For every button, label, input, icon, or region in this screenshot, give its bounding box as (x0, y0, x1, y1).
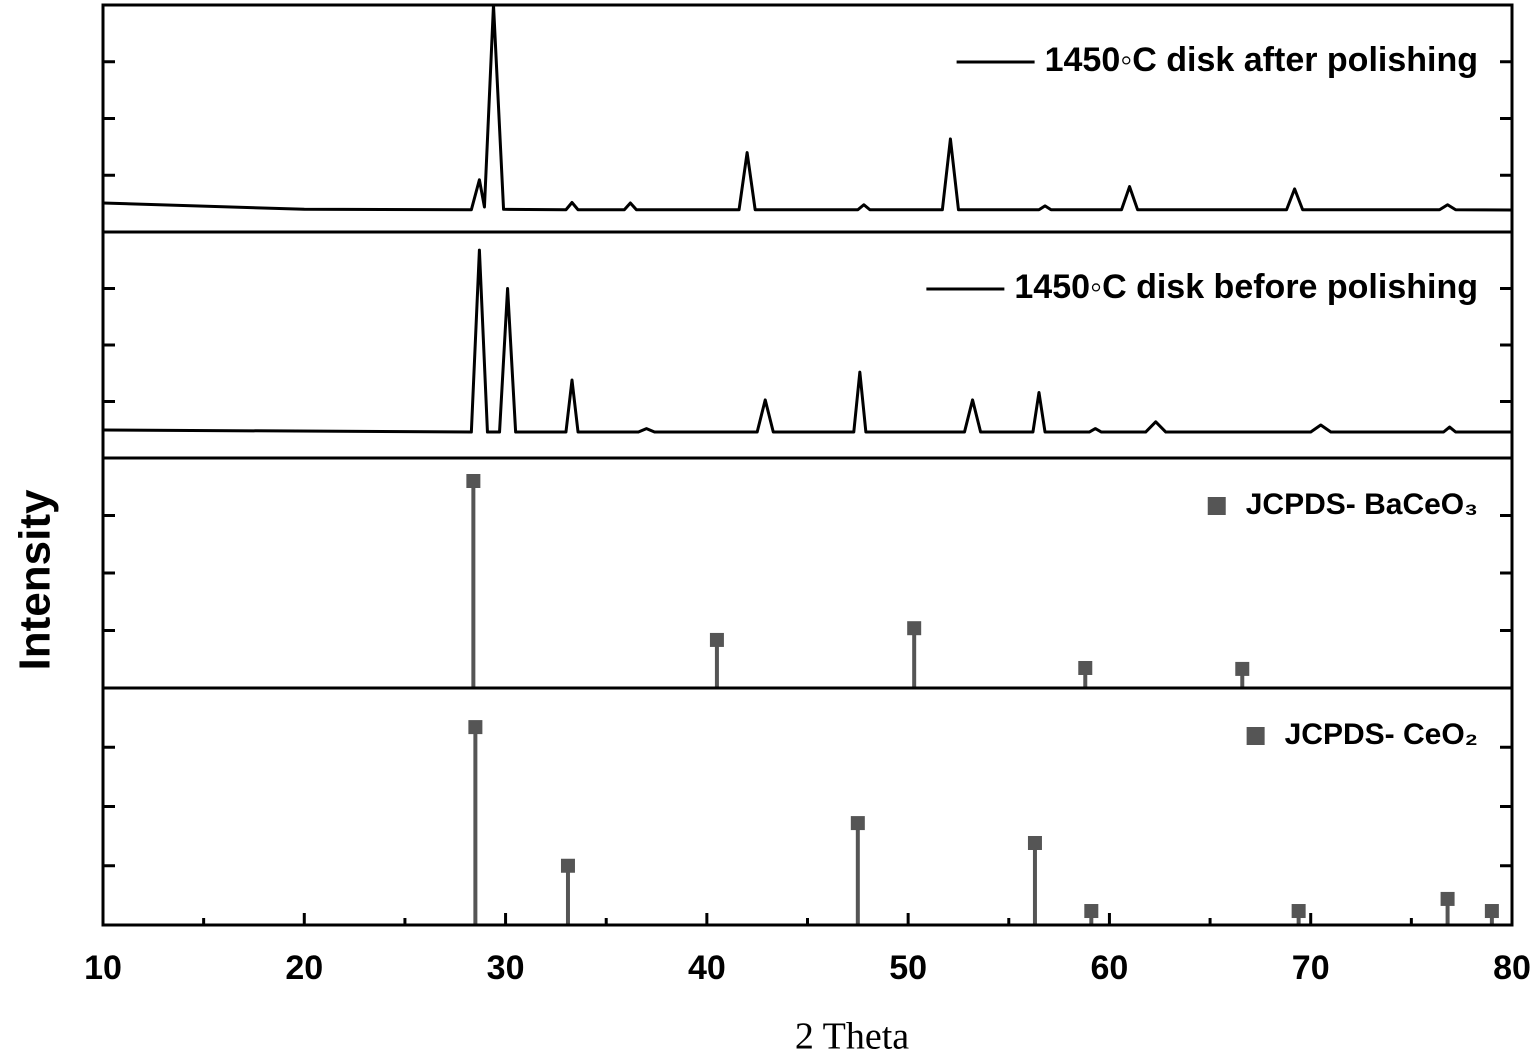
x-axis-label: 2 Theta (795, 1016, 909, 1058)
stem-marker (1027, 835, 1042, 850)
panel-frame (101, 3, 1514, 234)
legend-label: 1450◦C disk after polishing (1045, 41, 1478, 79)
legend-label: JCPDS- CeO₂ (1285, 718, 1478, 751)
x-tick-label: 40 (688, 949, 726, 987)
stem-marker (1084, 904, 1099, 919)
stem-marker (1078, 660, 1093, 675)
stem-marker (1440, 891, 1455, 906)
pattern-line (102, 248, 1512, 434)
pattern-line (102, 3, 1513, 212)
x-tick-label: 60 (1091, 949, 1129, 987)
stem-marker (1291, 904, 1306, 919)
stem-marker (907, 621, 922, 636)
x-tick-label: 30 (487, 949, 525, 987)
x-tick-label: 20 (285, 949, 323, 987)
stem-marker (1484, 904, 1499, 919)
legend-label: 1450◦C disk before polishing (1014, 268, 1478, 306)
stem-marker (466, 474, 481, 488)
panel-frame (101, 230, 1514, 460)
x-tick-label: 10 (84, 949, 122, 987)
legend-symbol (1207, 497, 1226, 515)
x-tick-label: 70 (1292, 949, 1330, 987)
panel-frame (101, 686, 1514, 927)
y-axis-label: Intensity (11, 489, 60, 670)
stem-marker (709, 632, 724, 647)
legend-symbol (1246, 727, 1265, 745)
stem-marker (1235, 661, 1250, 676)
stem-marker (850, 816, 865, 831)
stem-marker (468, 720, 483, 735)
x-tick-label: 80 (1493, 949, 1531, 987)
stem-marker (560, 858, 575, 873)
x-tick-label: 50 (889, 949, 927, 987)
legend-label: JCPDS- BaCeO₃ (1246, 488, 1478, 521)
